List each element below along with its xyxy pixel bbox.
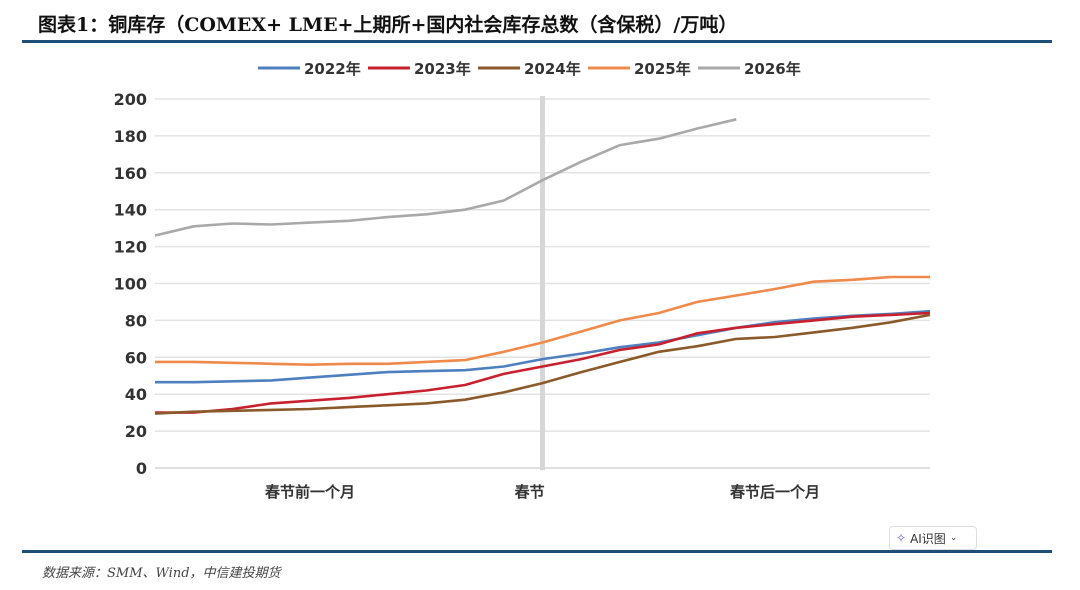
- x-tick-label: 春节: [515, 483, 545, 501]
- y-tick-label: 20: [125, 422, 147, 441]
- x-tick-label: 春节前一个月: [265, 483, 355, 501]
- series-line-2023年: [155, 311, 931, 414]
- legend-label: 2024年: [524, 60, 581, 78]
- y-tick-label: 120: [114, 238, 147, 257]
- y-tick-label: 60: [125, 348, 147, 367]
- line-chart: 0 20 40 60 80 100 120 140 160 180 200 春节前一个月 春节 春节后一个…: [114, 60, 931, 501]
- chart-title: 图表1：铜库存（COMEX+ LME+上期所+国内社会库存总数（含保税）/万吨）: [38, 14, 738, 36]
- series-line-2022年: [155, 309, 931, 384]
- y-tick-label: 200: [114, 90, 147, 109]
- series-line-2025年: [155, 275, 930, 366]
- series-line-2026年: [154, 118, 737, 237]
- ai-button-label: AI识图: [910, 531, 946, 546]
- y-tick-label: 0: [136, 459, 147, 478]
- legend-label: 2022年: [304, 60, 361, 78]
- y-tick-label: 160: [114, 164, 147, 183]
- x-tick-label: 春节后一个月: [730, 483, 820, 501]
- y-tick-label: 180: [114, 127, 147, 146]
- sparkle-icon: ✧: [896, 531, 907, 545]
- source-note: 数据来源：SMM、Wind，中信建投期货: [42, 566, 281, 581]
- footer-divider: [22, 550, 1052, 553]
- series-line-2024年: [154, 313, 931, 415]
- legend-label: 2023年: [414, 60, 471, 78]
- y-tick-label: 140: [114, 201, 147, 220]
- y-tick-label: 80: [125, 311, 147, 330]
- y-tick-label: 100: [114, 275, 147, 294]
- y-tick-label: 40: [125, 385, 147, 404]
- chevron-down-icon: ⌄: [949, 533, 958, 543]
- legend-label: 2025年: [634, 60, 691, 78]
- ai-recognize-button[interactable]: ✧ AI识图 ⌄: [889, 526, 977, 550]
- legend-label: 2026年: [744, 60, 801, 78]
- title-divider: [22, 40, 1052, 43]
